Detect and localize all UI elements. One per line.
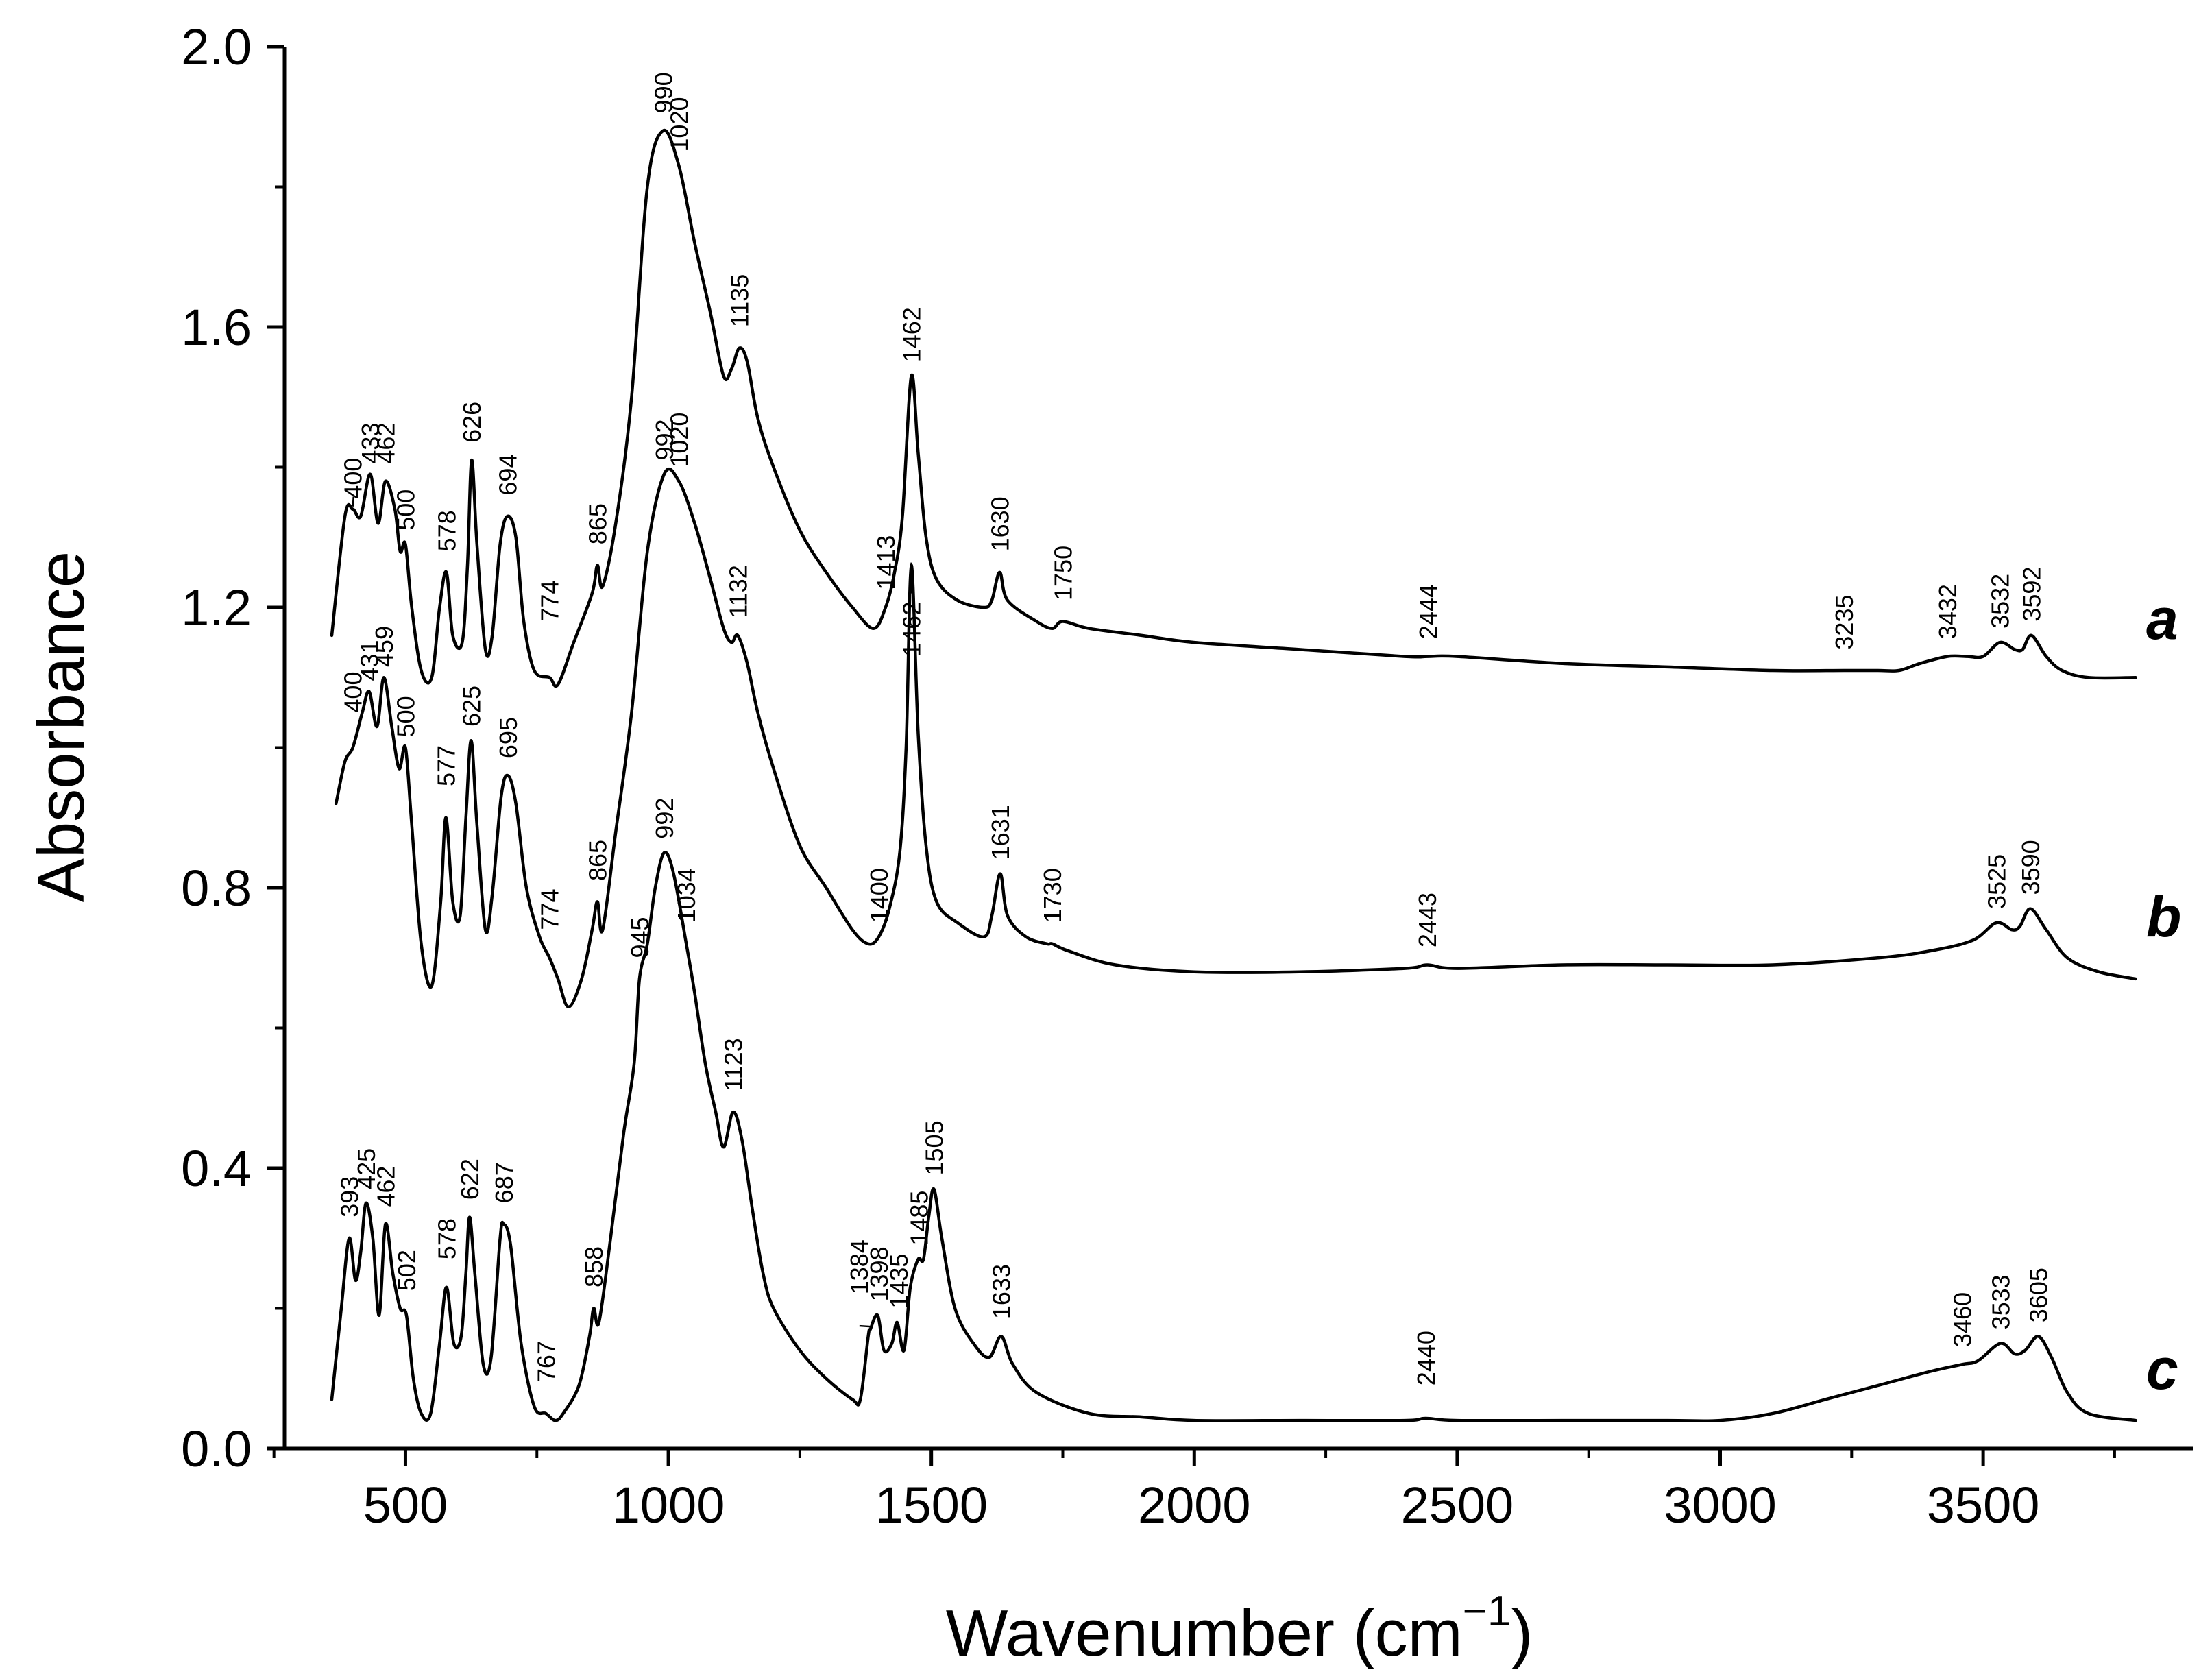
peak-label-a-3432: 3432 xyxy=(1934,584,1962,639)
peak-label-a-1462: 1462 xyxy=(898,307,926,362)
peak-label-b-1631: 1631 xyxy=(986,805,1014,860)
x-ticks: 500 1000 1500 2000 2500 3000 3500 xyxy=(272,1449,2116,1534)
peak-label-a-626: 626 xyxy=(458,402,486,443)
peak-label-a-578: 578 xyxy=(433,510,461,551)
peak-label-c-578: 578 xyxy=(433,1218,461,1259)
peak-label-a-3592: 3592 xyxy=(2018,567,2046,622)
peak-label-b-865: 865 xyxy=(584,840,612,881)
peak-label-a-1020: 1020 xyxy=(665,97,693,152)
peak-label-a-462: 462 xyxy=(372,423,400,464)
peak-label-b-774: 774 xyxy=(536,889,564,930)
peak-label-a-1135: 1135 xyxy=(726,274,754,327)
y-ticks: 0.0 0.4 0.8 1.2 1.6 2.0 xyxy=(181,19,284,1477)
x-tick-label: 500 xyxy=(363,1477,448,1534)
peak-label-a-3235: 3235 xyxy=(1830,595,1858,650)
peak-label-c-1123: 1123 xyxy=(719,1038,747,1091)
peak-label-b-500: 500 xyxy=(392,696,420,737)
peak-label-c-462: 462 xyxy=(372,1165,400,1207)
peak-label-b-1400: 1400 xyxy=(865,868,893,923)
peak-label-c-1398: 1398 xyxy=(865,1246,893,1301)
peak-label-c-1034: 1034 xyxy=(672,868,701,923)
x-axis-title-close: ) xyxy=(1511,1597,1533,1670)
y-tick-label: 0.4 xyxy=(181,1140,252,1197)
peak-label-b-1730: 1730 xyxy=(1038,868,1067,923)
peak-label-c-1485: 1485 xyxy=(905,1191,933,1246)
peak-label-c-502: 502 xyxy=(393,1250,421,1291)
peak-annotations: a400433462500578626694774865990102011351… xyxy=(335,72,2181,1401)
peak-label-c-767: 767 xyxy=(532,1341,560,1382)
peak-label-a-500: 500 xyxy=(392,489,420,531)
peak-label-c-2440: 2440 xyxy=(1412,1331,1440,1385)
peak-label-b-3590: 3590 xyxy=(2017,840,2045,895)
peak-label-a-774: 774 xyxy=(536,581,564,622)
x-tick-label: 3000 xyxy=(1664,1477,1777,1534)
x-axis-title-main: Wavenumber (cm xyxy=(946,1597,1463,1670)
spectra xyxy=(330,128,2137,1423)
peak-label-c-945: 945 xyxy=(626,917,654,958)
y-tick-label: 0.8 xyxy=(181,860,252,917)
peak-label-a-3532: 3532 xyxy=(1986,574,2015,629)
peak-label-c-393: 393 xyxy=(335,1176,363,1217)
series-label-c: c xyxy=(2146,1337,2178,1401)
x-axis-title: Wavenumber (cm−1) xyxy=(946,1588,1533,1670)
y-tick-label: 1.6 xyxy=(181,299,252,356)
peak-label-b-400: 400 xyxy=(339,672,367,713)
peak-label-a-990: 990 xyxy=(649,72,677,113)
peak-label-c-1384: 1384 xyxy=(845,1239,873,1294)
peak-label-b-3525: 3525 xyxy=(1982,854,2010,909)
y-tick-label: 0.0 xyxy=(181,1420,252,1477)
y-tick-label: 1.2 xyxy=(181,579,252,636)
peak-label-a-1413: 1413 xyxy=(872,535,900,590)
spectrum-b xyxy=(334,468,2137,1009)
peak-label-c-1633: 1633 xyxy=(988,1264,1016,1319)
peak-label-b-1132: 1132 xyxy=(724,565,752,618)
peak-label-c-3533: 3533 xyxy=(1986,1274,2015,1329)
peak-label-b-992: 992 xyxy=(651,419,679,460)
series-label-a: a xyxy=(2146,587,2178,651)
x-tick-label: 2500 xyxy=(1401,1477,1514,1534)
peak-label-c-1435: 1435 xyxy=(885,1254,913,1309)
spectrum-a xyxy=(330,128,2137,688)
series-label-b: b xyxy=(2146,885,2181,949)
peak-label-b-695: 695 xyxy=(494,717,522,758)
x-tick-label: 1000 xyxy=(612,1477,725,1534)
peak-label-c-687: 687 xyxy=(490,1162,518,1203)
peak-label-b-577: 577 xyxy=(433,745,461,786)
peak-label-a-865: 865 xyxy=(584,503,612,544)
peak-label-c-622: 622 xyxy=(456,1159,484,1200)
peak-label-a-694: 694 xyxy=(494,455,522,496)
peak-label-a-433: 433 xyxy=(356,423,385,464)
spectrum-c xyxy=(330,851,2137,1423)
peak-label-a-1750: 1750 xyxy=(1049,546,1078,601)
y-tick-label: 2.0 xyxy=(181,19,252,75)
peak-label-a-400: 400 xyxy=(339,458,367,499)
x-axis-title-exponent: −1 xyxy=(1463,1588,1511,1635)
peak-label-b-1020: 1020 xyxy=(665,413,693,468)
peak-label-b-625: 625 xyxy=(457,686,485,727)
peak-label-c-3605: 3605 xyxy=(2025,1268,2053,1322)
x-tick-label: 3500 xyxy=(1927,1477,2040,1534)
peak-label-b-2443: 2443 xyxy=(1413,893,1442,947)
peak-leader-a-400 xyxy=(352,496,354,507)
peak-label-c-425: 425 xyxy=(352,1148,380,1189)
x-tick-label: 2000 xyxy=(1138,1477,1251,1534)
peak-label-b-459: 459 xyxy=(370,626,398,667)
y-axis-title: Absorbance xyxy=(25,551,98,902)
axes xyxy=(282,47,2193,1451)
peak-label-b-1462: 1462 xyxy=(898,602,926,657)
peak-label-c-992: 992 xyxy=(651,798,679,839)
peak-label-a-1630: 1630 xyxy=(986,496,1014,551)
x-tick-label: 1500 xyxy=(875,1477,988,1534)
peak-label-c-3460: 3460 xyxy=(1948,1292,1976,1347)
peak-label-c-1505: 1505 xyxy=(921,1120,949,1175)
peak-label-a-2444: 2444 xyxy=(1414,584,1442,639)
peak-label-b-431: 431 xyxy=(356,640,384,681)
peak-label-c-858: 858 xyxy=(580,1246,608,1287)
